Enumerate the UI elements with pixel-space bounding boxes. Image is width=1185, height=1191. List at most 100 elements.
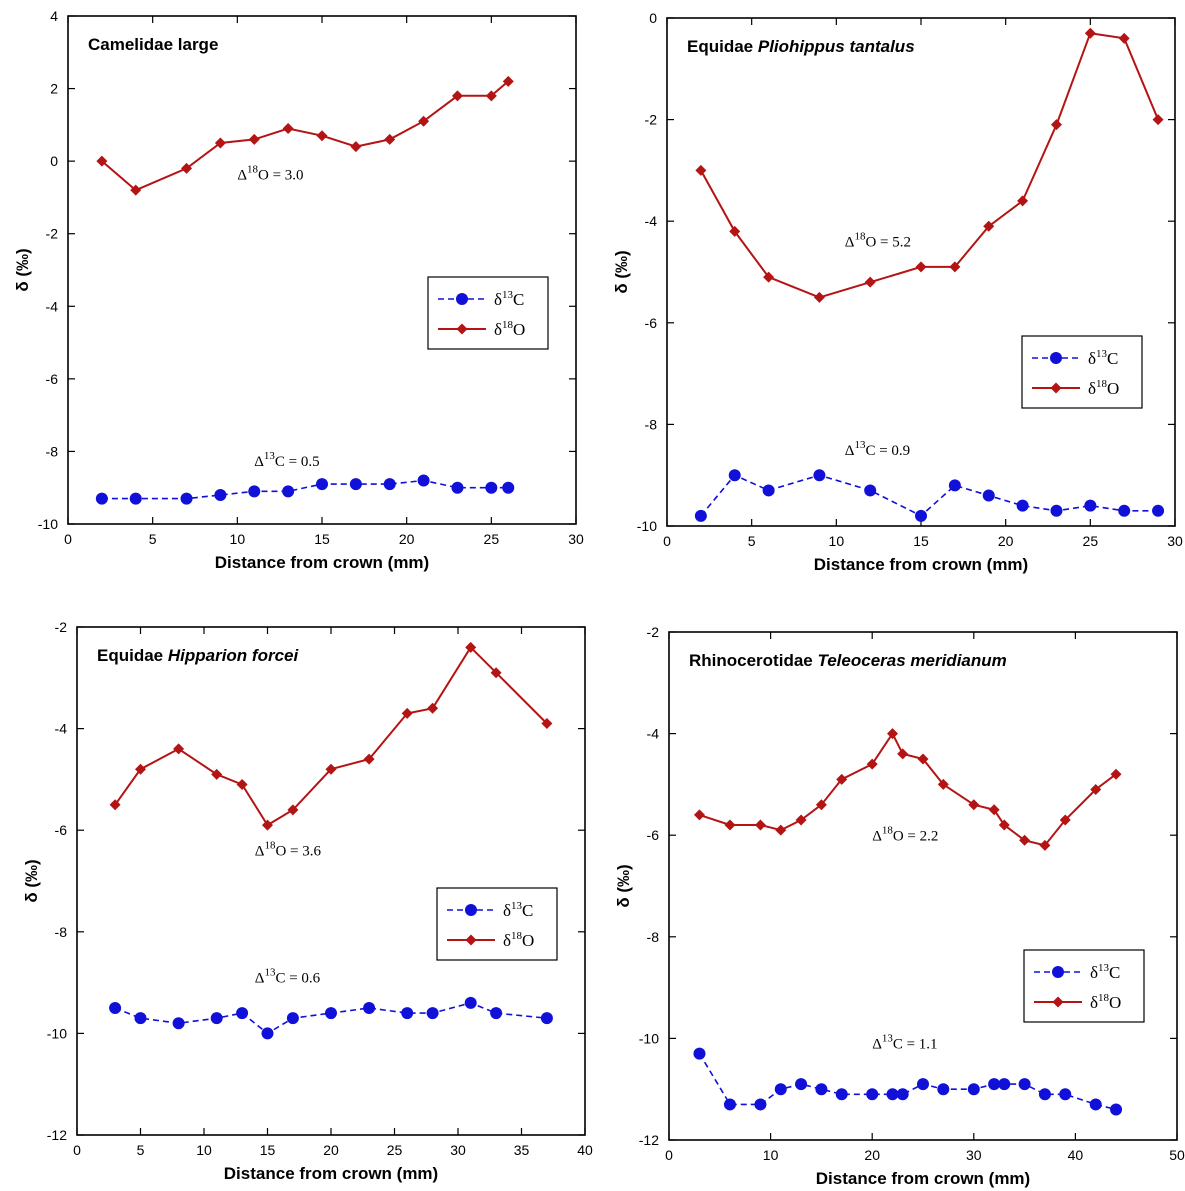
x-tick-label: 30 xyxy=(568,531,584,547)
point-d13c xyxy=(172,1017,185,1030)
annotation-delta-18o: Δ18O = 5.2 xyxy=(845,231,911,251)
point-d18o xyxy=(262,819,273,831)
legend-label-d18o: δ18O xyxy=(1090,992,1121,1012)
point-d18o xyxy=(775,824,787,836)
point-d13c xyxy=(967,1083,980,1096)
point-d13c xyxy=(896,1088,909,1101)
x-tick-label: 30 xyxy=(450,1142,466,1158)
point-d13c xyxy=(485,481,498,494)
legend: δ13C δ18O xyxy=(1023,949,1145,1023)
point-d13c xyxy=(248,485,261,498)
point-d18o xyxy=(502,75,514,87)
point-d13c xyxy=(490,1007,503,1020)
y-tick-label: -10 xyxy=(47,1025,67,1041)
x-tick-label: 0 xyxy=(663,533,671,549)
point-d13c xyxy=(694,509,707,522)
point-d18o xyxy=(135,763,146,775)
x-axis-title: Distance from crown (mm) xyxy=(816,1169,1030,1188)
y-tick-label: -8 xyxy=(647,929,660,945)
point-d18o xyxy=(350,141,362,153)
point-d13c xyxy=(774,1083,787,1096)
point-d18o xyxy=(724,819,736,831)
legend: δ13C δ18O xyxy=(1021,335,1143,409)
y-tick-label: -4 xyxy=(647,726,660,742)
point-d18o xyxy=(917,753,929,765)
y-tick-label: 0 xyxy=(50,153,58,169)
point-d13c xyxy=(1084,499,1097,512)
panel-camelidae: 0 5 10 15 20 25 30 -10 -8 -6 -4 -2 0 2 4 Distance from … xyxy=(13,8,584,572)
point-d18o xyxy=(983,220,995,232)
point-d18o xyxy=(1059,814,1071,826)
x-tick-label: 40 xyxy=(577,1142,593,1158)
point-d18o xyxy=(418,115,430,127)
point-d13c xyxy=(886,1088,899,1101)
y-tick-label: -2 xyxy=(46,226,59,242)
panel-pliohippus: 0 5 10 15 20 25 30 -10 -8 -6 -4 -2 0 Distance from cr… xyxy=(612,10,1183,574)
legend-marker-d18o xyxy=(1052,996,1064,1008)
point-d13c xyxy=(988,1078,1001,1091)
x-tick-label: 10 xyxy=(230,531,246,547)
x-tick-label: 5 xyxy=(137,1142,145,1158)
panel-hipparion: 0 5 10 15 20 25 30 35 40 -12 -10 -8 -6 -4 -2 Distance f… xyxy=(22,619,593,1183)
point-d13c xyxy=(693,1047,706,1060)
point-d18o xyxy=(1050,119,1062,131)
legend: δ13C δ18O xyxy=(436,887,558,961)
legend-label-d13c: δ13C xyxy=(494,289,524,309)
point-d18o xyxy=(1118,32,1130,44)
legend-box xyxy=(1021,335,1143,409)
y-tick-label: -6 xyxy=(647,827,660,843)
x-axis-title: Distance from crown (mm) xyxy=(224,1164,438,1183)
point-d18o xyxy=(968,799,980,811)
point-d13c xyxy=(180,492,193,505)
x-tick-label: 10 xyxy=(763,1147,779,1163)
x-tick-label: 25 xyxy=(1083,533,1099,549)
point-d13c xyxy=(864,484,877,497)
point-d18o xyxy=(988,804,1000,816)
y-tick-label: -4 xyxy=(55,721,68,737)
x-axis-title: Distance from crown (mm) xyxy=(215,553,429,572)
point-d18o xyxy=(316,130,328,142)
x-tick-label: 30 xyxy=(966,1147,982,1163)
point-d13c xyxy=(1050,504,1063,517)
x-tick-label: 15 xyxy=(260,1142,276,1158)
point-d13c xyxy=(417,474,430,487)
y-axis-title: δ (‰) xyxy=(612,250,631,293)
annotation-delta-13c: Δ13C = 0.9 xyxy=(845,439,910,459)
point-d13c xyxy=(261,1027,274,1040)
point-d18o xyxy=(465,641,477,653)
point-d13c xyxy=(109,1002,122,1014)
series-line-d18o xyxy=(101,80,509,192)
point-d18o xyxy=(949,261,961,273)
series-line-d18o xyxy=(114,645,548,827)
point-d13c xyxy=(795,1078,808,1091)
point-d13c xyxy=(1038,1088,1051,1101)
y-tick-label: -4 xyxy=(46,298,59,314)
point-d13c xyxy=(728,469,741,482)
y-axis-title: δ (‰) xyxy=(22,859,41,902)
point-d18o xyxy=(173,743,185,755)
point-d13c xyxy=(813,469,826,482)
legend-marker-d13c xyxy=(1050,352,1062,364)
point-d13c xyxy=(325,1007,337,1020)
point-d18o xyxy=(729,225,741,237)
point-d18o xyxy=(763,271,775,283)
point-d18o xyxy=(1039,839,1051,851)
legend: δ13C δ18O xyxy=(427,276,549,350)
plot-frame xyxy=(76,626,586,1136)
x-tick-label: 15 xyxy=(314,531,330,547)
point-d13c xyxy=(815,1083,828,1096)
point-d13c xyxy=(1089,1098,1102,1111)
point-d18o xyxy=(181,162,193,174)
annotation-delta-18o: Δ18O = 3.6 xyxy=(255,840,322,860)
point-d13c xyxy=(210,1012,223,1025)
legend-box xyxy=(1023,949,1145,1023)
point-d18o xyxy=(897,748,909,760)
y-tick-label: -2 xyxy=(645,112,658,128)
point-d18o xyxy=(490,667,502,679)
point-d13c xyxy=(134,1012,147,1025)
x-tick-label: 35 xyxy=(514,1142,530,1158)
legend-label-d18o: δ18O xyxy=(494,319,525,339)
series-line-d13c xyxy=(114,1002,547,1035)
point-d18o xyxy=(887,728,899,740)
point-d18o xyxy=(754,819,766,831)
